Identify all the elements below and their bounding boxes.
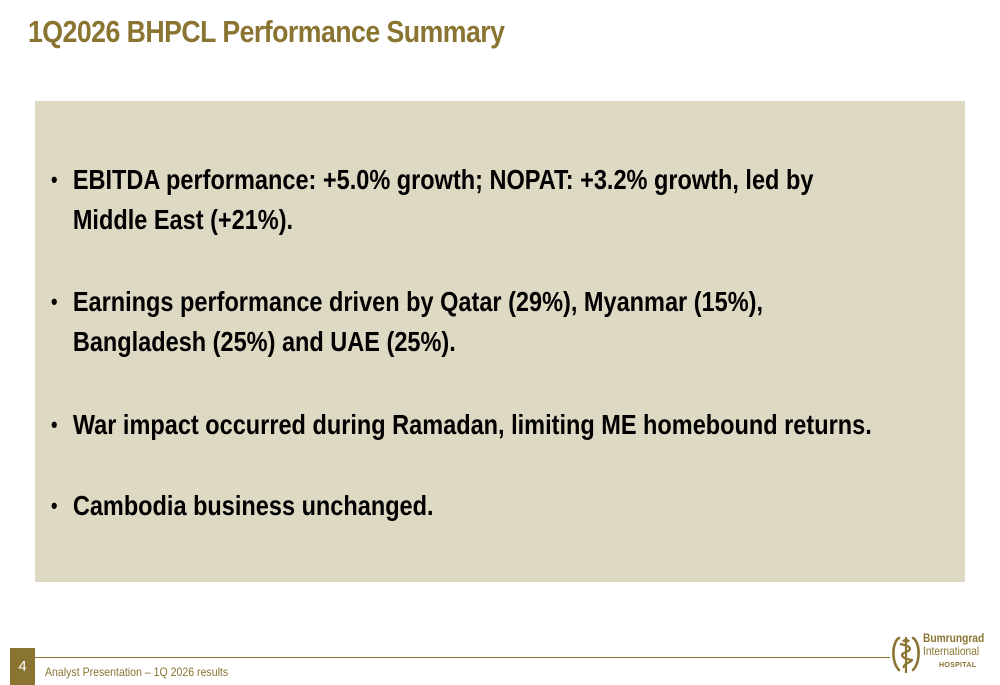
logo-line-international: International	[923, 644, 980, 658]
bullet-line: EBITDA performance: +5.0% growth; NOPAT:…	[72, 164, 814, 195]
bullet-icon: •	[51, 493, 58, 518]
bullet-item-ebitda: • EBITDA performance: +5.0% growth; NOPA…	[51, 160, 813, 240]
page-number: 4	[10, 648, 35, 685]
bullet-icon: •	[51, 167, 58, 192]
bullet-icon: •	[51, 412, 58, 437]
logo-wordmark: Bumrungrad International HOSPITAL	[923, 632, 995, 669]
bullet-item-war-impact: • War impact occurred during Ramadan, li…	[51, 405, 872, 445]
bullet-line: War impact occurred during Ramadan, limi…	[72, 409, 872, 440]
bullet-line: Bangladesh (25%) and UAE (25%).	[72, 326, 456, 357]
bullet-text: War impact occurred during Ramadan, limi…	[73, 405, 872, 445]
slide-title: 1Q2026 BHPCL Performance Summary	[28, 14, 505, 49]
bullet-icon: •	[51, 289, 58, 314]
bullet-line: Cambodia business unchanged.	[72, 490, 434, 521]
bullet-text: Earnings performance driven by Qatar (29…	[73, 282, 763, 362]
caduceus-icon	[892, 636, 920, 673]
hospital-logo: Bumrungrad International HOSPITAL	[890, 630, 995, 680]
footer-divider	[35, 657, 890, 658]
bullet-text: EBITDA performance: +5.0% growth; NOPAT:…	[73, 160, 814, 240]
bullet-item-cambodia: • Cambodia business unchanged.	[51, 486, 434, 526]
footer-caption: Analyst Presentation – 1Q 2026 results	[45, 665, 229, 679]
content-panel: • EBITDA performance: +5.0% growth; NOPA…	[35, 101, 965, 582]
bullet-text: Cambodia business unchanged.	[73, 486, 434, 526]
logo-line-hospital: HOSPITAL	[939, 662, 977, 669]
logo-line-bumrungrad: Bumrungrad	[923, 631, 985, 645]
bullet-line: Earnings performance driven by Qatar (29…	[72, 286, 763, 317]
bullet-line: Middle East (+21%).	[72, 204, 294, 235]
bullet-item-earnings: • Earnings performance driven by Qatar (…	[51, 282, 763, 362]
